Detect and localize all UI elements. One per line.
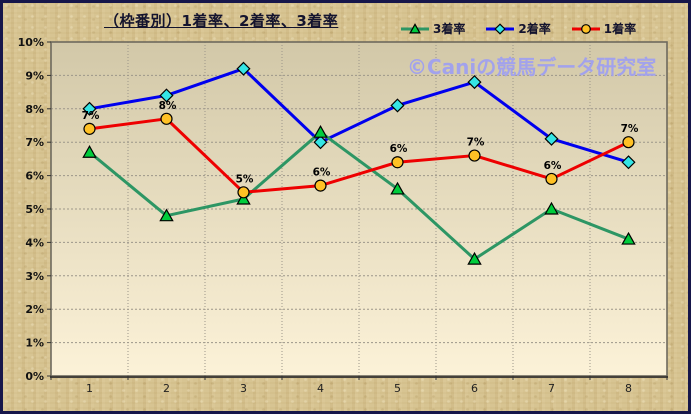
x-axis-tick-label: 4 [317, 382, 324, 395]
data-point-marker [467, 75, 482, 90]
data-point-label: 6% [390, 143, 408, 155]
data-point-marker [467, 251, 482, 265]
series-line-3着率 [88, 130, 630, 261]
x-axis-tick-label: 2 [163, 382, 170, 395]
y-axis-tick-label: 0% [25, 370, 44, 383]
data-point-marker [159, 208, 174, 222]
watermark: ©Caniの競馬データ研究室 [407, 55, 656, 79]
legend-item-3rd-place-rate: 3着率 [400, 20, 465, 37]
data-point-label: 8% [159, 100, 177, 112]
y-axis-tick-label: 1% [25, 337, 44, 350]
data-point-marker [313, 135, 328, 150]
series-line-1着率 [88, 117, 630, 194]
data-point-label: 6% [313, 167, 331, 179]
x-axis-tick-label: 7 [548, 382, 555, 395]
y-axis-tick-label: 6% [25, 170, 44, 183]
data-point-marker [83, 122, 96, 135]
data-point-label: 7% [621, 123, 639, 135]
data-point-label: 7% [82, 110, 100, 122]
x-axis-tick-label: 8 [625, 382, 632, 395]
data-point-marker [314, 179, 327, 192]
data-point-marker [621, 155, 636, 170]
chart-title: （枠番別）1着率、2着率、3着率 [104, 12, 339, 30]
x-axis-tick-label: 6 [471, 382, 478, 395]
legend: 3着率 2着率 1着率 [400, 20, 636, 37]
x-axis-tick-label: 5 [394, 382, 401, 395]
data-point-marker [390, 98, 405, 113]
data-point-marker [622, 136, 635, 149]
data-point-marker [237, 186, 250, 199]
data-point-marker [545, 172, 558, 186]
legend-label: 1着率 [603, 22, 637, 36]
data-point-marker [390, 181, 405, 195]
x-axis-tick-label: 1 [86, 382, 93, 395]
y-axis-tick-label: 4% [25, 236, 44, 249]
legend-label: 2着率 [518, 22, 551, 36]
data-point-marker [82, 144, 97, 158]
triangle-marker-icon [400, 22, 430, 35]
data-point-marker [391, 156, 404, 169]
y-axis-tick-label: 3% [25, 270, 44, 283]
y-axis-tick-label: 7% [25, 136, 44, 149]
data-point-label: 7% [467, 137, 485, 149]
data-point-marker [82, 101, 97, 116]
y-axis-tick-label: 5% [25, 203, 44, 216]
data-point-marker [313, 124, 328, 138]
y-axis-tick-label: 10% [18, 36, 44, 49]
data-point-marker [236, 191, 251, 205]
data-point-marker [544, 201, 559, 215]
legend-label: 3着率 [433, 22, 466, 36]
data-point-marker [468, 149, 481, 162]
data-point-marker [159, 88, 174, 103]
y-axis-tick-label: 8% [25, 103, 44, 116]
y-axis-tick-label: 2% [25, 303, 44, 316]
diamond-marker-icon [485, 22, 515, 35]
y-axis-tick-label: 9% [25, 69, 44, 82]
data-point-marker [544, 131, 559, 146]
legend-item-1st-place-rate: 1着率 [571, 20, 636, 37]
data-point-label: 6% [544, 160, 562, 172]
x-axis-tick-label: 3 [240, 382, 247, 395]
data-point-label: 5% [236, 173, 254, 185]
data-point-marker [236, 61, 251, 76]
data-point-marker [621, 231, 636, 245]
series-line-2着率 [88, 67, 630, 164]
legend-item-2nd-place-rate: 2着率 [485, 20, 551, 37]
data-point-marker [160, 112, 173, 125]
circle-marker-icon [571, 23, 601, 35]
